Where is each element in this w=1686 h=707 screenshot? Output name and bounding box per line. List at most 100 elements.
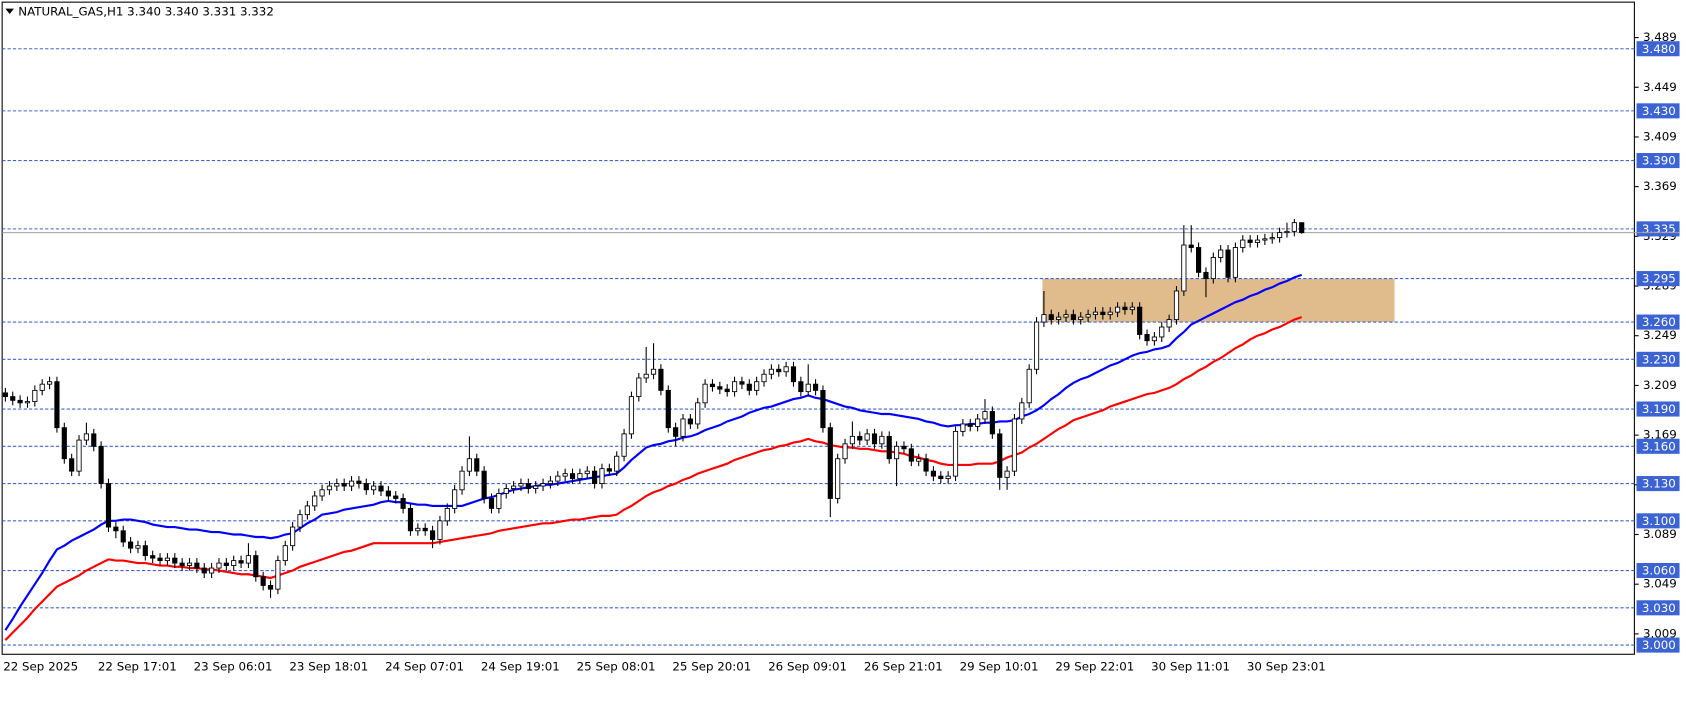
moving-average: [4, 316, 1303, 641]
level-label: 3.190: [1642, 402, 1676, 416]
candle-body: [1240, 239, 1246, 248]
chart-title: NATURAL_GAS,H1 3.340 3.340 3.331 3.332: [18, 4, 274, 18]
level-label-box: [1636, 103, 1680, 119]
candle-body: [901, 445, 907, 450]
candle-body: [938, 475, 944, 480]
candle-body: [886, 435, 892, 460]
candle-body: [209, 567, 215, 574]
candle-body: [415, 527, 421, 532]
collapse-arrow[interactable]: [5, 8, 14, 14]
x-tick-label: 23 Sep 18:01: [289, 660, 368, 674]
candle-body: [776, 368, 782, 373]
candle-body: [584, 470, 590, 475]
candle-body: [348, 480, 355, 487]
candle-body: [614, 455, 620, 472]
candle-body: [135, 545, 141, 549]
candle-body: [1181, 244, 1187, 292]
candle-body: [1026, 368, 1032, 404]
candle-body: [864, 433, 870, 441]
candle-body: [157, 557, 163, 562]
x-tick-label: 29 Sep 22:01: [1055, 660, 1134, 674]
candle-body: [69, 458, 75, 472]
level-label-box: [1636, 600, 1680, 616]
candle-body: [341, 483, 347, 487]
candle-body: [201, 567, 207, 574]
candle-body: [1225, 249, 1231, 278]
candle-body: [496, 493, 502, 509]
y-tick-label: 3.209: [1643, 378, 1677, 392]
candle-body: [356, 480, 362, 485]
x-tick-label: 22 Sep 2025: [3, 660, 78, 674]
level-label-box: [1636, 351, 1680, 367]
y-tick-label: 3.489: [1643, 30, 1677, 44]
candle-body: [982, 411, 988, 420]
candle-body: [525, 483, 531, 489]
candle-body: [695, 402, 701, 425]
candle-body: [975, 418, 981, 427]
level-label-box: [1636, 271, 1680, 287]
candle-body: [967, 423, 973, 427]
candle-body: [857, 435, 863, 441]
candle-body: [606, 468, 612, 472]
candle-body: [555, 475, 561, 482]
level-label-box: [1636, 153, 1680, 169]
candle-body: [297, 514, 303, 528]
candle-body: [908, 448, 914, 462]
x-tick-label: 24 Sep 07:01: [385, 660, 464, 674]
level-label: 3.030: [1642, 601, 1676, 615]
candle-body: [503, 488, 509, 494]
candle-body: [577, 473, 583, 480]
candle-body: [1218, 249, 1224, 258]
candle-body: [1262, 238, 1268, 241]
candle-body: [46, 381, 53, 385]
candle-body: [813, 383, 819, 391]
candle-body: [871, 433, 878, 445]
candle-body: [1210, 257, 1216, 280]
candle-body: [540, 483, 546, 487]
candle-body: [312, 495, 318, 507]
candle-body: [76, 439, 82, 472]
candle-body: [1048, 314, 1054, 321]
candle-body: [275, 560, 281, 590]
candle-body: [643, 373, 649, 379]
y-tick-label: 3.049: [1643, 577, 1677, 591]
candle-body: [599, 468, 605, 485]
candle-body: [709, 383, 716, 388]
candle-body: [636, 377, 642, 398]
candle-body: [768, 368, 774, 375]
candle-body: [952, 430, 959, 477]
candle-body: [1137, 306, 1143, 335]
candle-body: [245, 555, 252, 564]
level-label: 3.230: [1642, 352, 1676, 366]
candle-body: [1019, 402, 1025, 420]
candle-body: [105, 483, 112, 528]
candle-body: [997, 433, 1003, 478]
candle-body: [1159, 326, 1165, 338]
candle-body: [385, 490, 391, 497]
candle-body: [474, 458, 480, 472]
candle-body: [592, 470, 598, 485]
candle-body: [1085, 314, 1091, 318]
candle-body: [400, 498, 406, 509]
x-tick-label: 23 Sep 06:01: [194, 660, 273, 674]
candle-body: [17, 399, 23, 404]
candle-body: [1291, 222, 1297, 232]
candle-body: [1122, 306, 1128, 311]
candle-body: [960, 423, 966, 432]
y-tick-label: 3.449: [1643, 80, 1677, 94]
candle-body: [1070, 314, 1076, 321]
candle-body: [702, 383, 708, 404]
level-label-box: [1636, 513, 1680, 529]
candle-body: [569, 473, 576, 480]
candle-body: [1063, 314, 1069, 318]
y-tick-label: 3.089: [1643, 527, 1677, 541]
y-tick-label: 3.009: [1643, 626, 1677, 640]
candle-body: [1232, 247, 1238, 278]
candle-body: [658, 368, 664, 391]
candle-body: [717, 386, 723, 390]
x-tick-label: 25 Sep 08:01: [577, 660, 656, 674]
candle-body: [1173, 290, 1180, 321]
candle-body: [650, 368, 657, 375]
candle-body: [194, 562, 200, 569]
